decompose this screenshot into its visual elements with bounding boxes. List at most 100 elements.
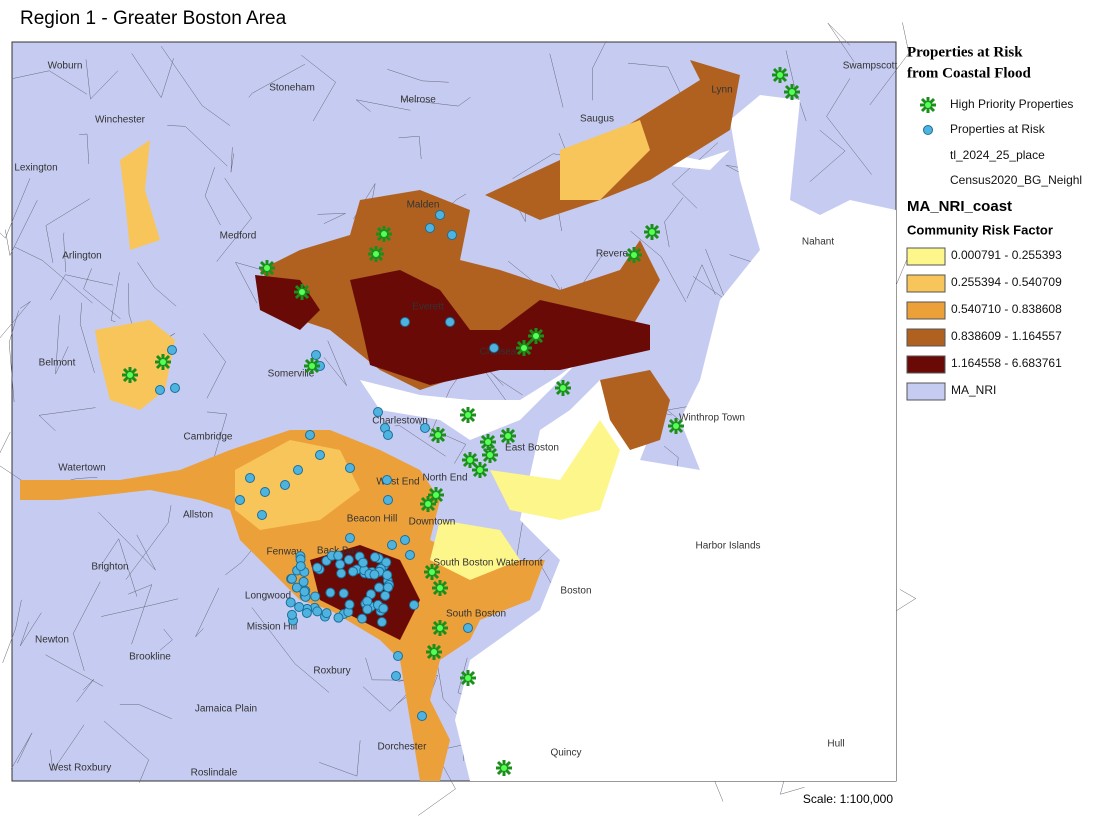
place-label: Medford [220, 231, 257, 242]
property-point [310, 591, 321, 602]
property-point [325, 587, 336, 598]
property-point [347, 566, 358, 577]
place-label: Charlestown [372, 416, 428, 427]
boundary [5, 200, 38, 257]
place-label: East Boston [505, 443, 559, 454]
place-label: Longwood [245, 591, 291, 602]
place-label: Winthrop Town [679, 413, 745, 424]
property-point [293, 465, 303, 475]
star-center [467, 457, 473, 463]
legend-item: Census2020_BG_Neighl [950, 173, 1082, 187]
place-label: Watertown [58, 463, 105, 474]
boundary [627, 62, 681, 94]
place-label: Everett [412, 302, 444, 313]
property-point [425, 223, 435, 233]
boundary [76, 679, 95, 702]
risk-area [310, 545, 420, 640]
risk-area [430, 520, 520, 580]
star-center [485, 439, 491, 445]
risk-area [95, 320, 175, 410]
boundary [55, 315, 69, 375]
property-point [311, 350, 321, 360]
star-center [309, 363, 315, 369]
place-label: Woburn [48, 61, 83, 72]
high-priority-point [376, 226, 392, 242]
high-priority-point [462, 452, 478, 468]
properties [122, 67, 800, 776]
star-center [465, 675, 471, 681]
boundary [207, 411, 228, 460]
place-label: Chelsea [480, 347, 517, 358]
boundary [98, 511, 156, 571]
property-point [260, 487, 270, 497]
legend-swatch [906, 274, 946, 293]
high-priority-point [428, 487, 444, 503]
place-label: Beacon Hill [347, 514, 398, 525]
legend-class: 0.540710 - 0.838608 [951, 302, 1062, 316]
boundary [99, 538, 138, 597]
place-label: Stoneham [269, 83, 315, 94]
property-point [291, 582, 302, 593]
risk-area [490, 420, 620, 520]
legend-class: 0.000791 - 0.255393 [951, 248, 1062, 262]
legend-swatch [906, 355, 946, 374]
property-point [409, 600, 419, 610]
place-label: Boston [560, 586, 591, 597]
high-priority-point [426, 644, 442, 660]
legend: Properties at Risk from Coastal Flood Hi… [906, 44, 1082, 401]
water [455, 95, 896, 781]
place-label: South Boston Waterfront [433, 558, 542, 569]
property-point [155, 385, 165, 395]
place-label: Arlington [62, 251, 101, 262]
place-label: Melrose [400, 95, 436, 106]
place-label: Malden [407, 200, 440, 211]
property-point [383, 582, 394, 593]
high-priority-point [784, 84, 800, 100]
boundary [809, 129, 846, 182]
property-point [333, 550, 344, 561]
risk-area [120, 140, 160, 250]
high-priority-point [294, 284, 310, 300]
boundary [398, 135, 422, 160]
property-point [373, 582, 384, 593]
property-point [257, 510, 267, 520]
risk-area [20, 430, 545, 781]
boundary [549, 53, 564, 108]
property-point [167, 345, 177, 355]
legend-swatch [906, 247, 946, 266]
star-center [437, 585, 443, 591]
boundary [216, 177, 252, 262]
boundary [131, 53, 174, 99]
star-center [487, 452, 493, 458]
property-point [170, 383, 180, 393]
boundary [826, 78, 872, 175]
legend-item: Properties at Risk [950, 122, 1046, 136]
star-center [433, 492, 439, 498]
legend-title: Properties at Risk [907, 44, 1023, 60]
star-center [425, 501, 431, 507]
place-label: Revere [596, 249, 629, 260]
star-center [431, 649, 437, 655]
property-point [381, 557, 392, 568]
boundary [827, 22, 855, 63]
property-point [357, 613, 368, 624]
place-label: West End [376, 477, 419, 488]
boundary [11, 70, 88, 95]
boundary [195, 587, 220, 637]
star-center [429, 569, 435, 575]
boundary [204, 167, 221, 226]
place-label: Harbor Islands [695, 541, 760, 552]
high-priority-point [430, 427, 446, 443]
star-center [435, 432, 441, 438]
high-priority-point [482, 447, 498, 463]
place-label: Lynn [711, 85, 732, 96]
star-center [777, 72, 783, 78]
high-priority-point [432, 580, 448, 596]
boundary [671, 142, 719, 209]
property-point [301, 607, 312, 618]
place-label: Saugus [580, 114, 614, 125]
boundary [0, 178, 31, 239]
boundary [19, 612, 42, 647]
boundary [45, 198, 90, 263]
property-point [382, 569, 393, 580]
